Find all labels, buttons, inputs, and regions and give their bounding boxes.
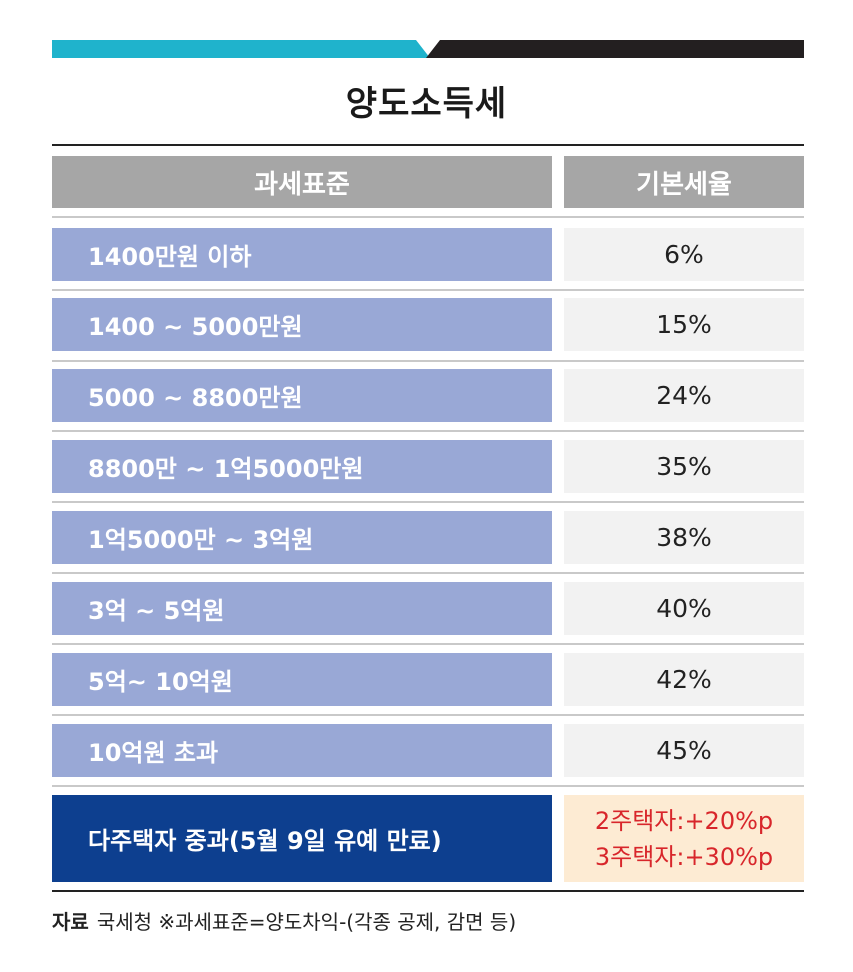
source-text: 국세청 ※과세표준=양도차익-(각종 공제, 감면 등) [96, 910, 517, 934]
page-title: 양도소득세 [345, 84, 508, 124]
tax-rate-cell: 40% [564, 582, 804, 635]
row-divider [52, 714, 804, 716]
row-divider [52, 289, 804, 291]
tax-base-cell: 1400 ~ 5000만원 [52, 298, 552, 351]
tax-base-cell: 10억원 초과 [52, 724, 552, 777]
row-divider [52, 501, 804, 503]
row-divider [52, 430, 804, 432]
tax-rate-cell: 15% [564, 298, 804, 351]
tax-rate-cell: 45% [564, 724, 804, 777]
table-row: 3억 ~ 5억원 40% [52, 582, 804, 635]
row-divider [52, 572, 804, 574]
tax-rate-cell: 6% [564, 228, 804, 281]
three-home-surcharge: 3주택자:+30%p [594, 842, 774, 871]
multi-homeowner-row: 다주택자 중과(5월 9일 유예 만료) 2주택자:+20%p 3주택자:+30… [52, 795, 804, 882]
table-row: 8800만 ~ 1억5000만원 35% [52, 440, 804, 493]
table-row: 5억~ 10억원 42% [52, 653, 804, 706]
source-note: 자료 국세청 ※과세표준=양도차익-(각종 공제, 감면 등) [52, 906, 516, 935]
row-divider [52, 785, 804, 787]
header-tax-base: 과세표준 [52, 156, 552, 208]
tax-base-cell: 8800만 ~ 1억5000만원 [52, 440, 552, 493]
tax-base-cell: 1400만원 이하 [52, 228, 552, 281]
row-divider [52, 216, 804, 218]
multi-homeowner-label: 다주택자 중과(5월 9일 유예 만료) [52, 795, 552, 882]
tax-base-cell: 5억~ 10억원 [52, 653, 552, 706]
tax-rate-cell: 35% [564, 440, 804, 493]
row-divider [52, 643, 804, 645]
header-basic-rate: 기본세율 [564, 156, 804, 208]
table-row: 1억5000만 ~ 3억원 38% [52, 511, 804, 564]
top-accent-bar [52, 40, 804, 58]
two-home-surcharge: 2주택자:+20%p [594, 806, 774, 835]
tax-base-cell: 1억5000만 ~ 3억원 [52, 511, 552, 564]
tax-rate-cell: 24% [564, 369, 804, 422]
source-label: 자료 [52, 910, 89, 934]
table-top-rule [52, 144, 804, 146]
table-bottom-rule [52, 890, 804, 892]
row-divider [52, 360, 804, 362]
tax-base-cell: 3억 ~ 5억원 [52, 582, 552, 635]
table-row: 1400만원 이하 6% [52, 228, 804, 281]
table-row: 1400 ~ 5000만원 15% [52, 298, 804, 351]
table-row: 10억원 초과 45% [52, 724, 804, 777]
tax-rate-cell: 42% [564, 653, 804, 706]
tax-base-cell: 5000 ~ 8800만원 [52, 369, 552, 422]
tax-rate-cell: 38% [564, 511, 804, 564]
multi-homeowner-rates: 2주택자:+20%p 3주택자:+30%p [564, 795, 804, 882]
table-row: 5000 ~ 8800만원 24% [52, 369, 804, 422]
